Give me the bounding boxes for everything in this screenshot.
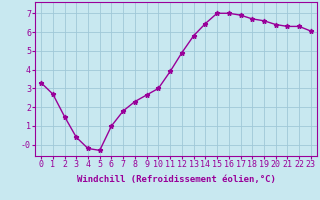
X-axis label: Windchill (Refroidissement éolien,°C): Windchill (Refroidissement éolien,°C) — [76, 175, 276, 184]
